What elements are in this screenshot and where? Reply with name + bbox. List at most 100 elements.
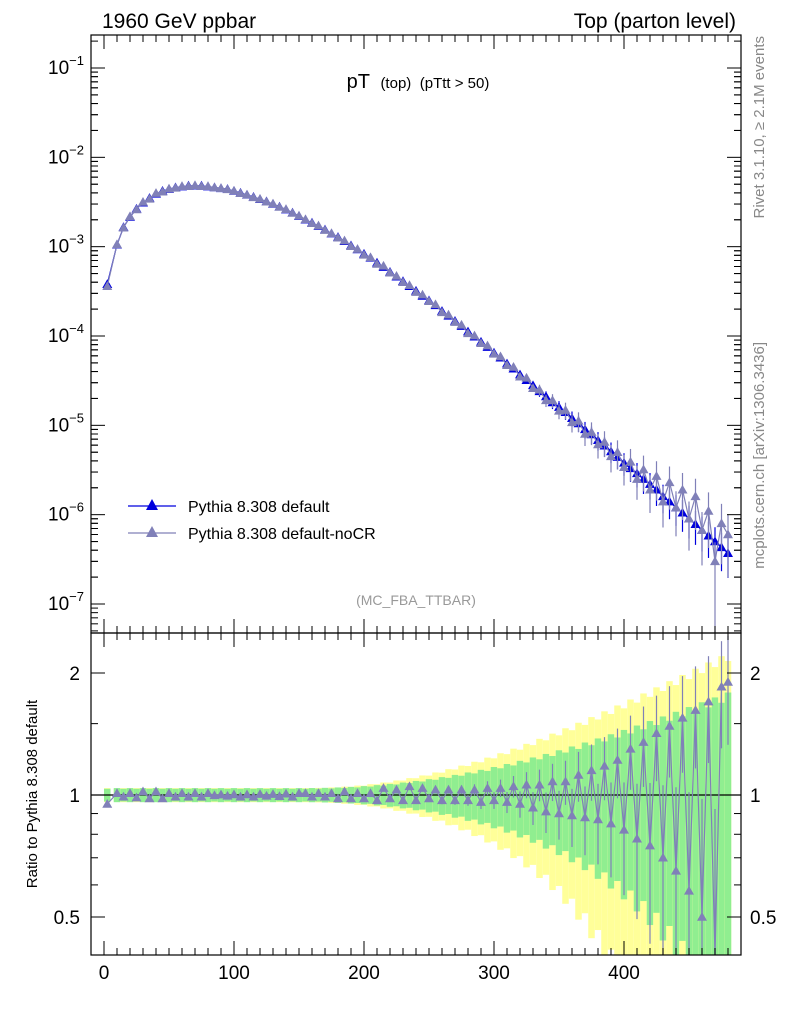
ratio-data-point — [528, 802, 538, 812]
data-point-nocr — [710, 556, 720, 566]
ratio-data-point — [281, 788, 291, 798]
main-panel: 10−7 10−6 10−5 10−4 10−3 10−2 10−1 pT (top) (p… — [48, 34, 742, 634]
data-point-nocr — [102, 281, 113, 291]
data-point-nocr — [391, 270, 402, 280]
uncertainty-band-green — [588, 745, 595, 865]
ratio-data-point — [664, 720, 675, 730]
data-point-nocr — [281, 204, 291, 214]
uncertainty-band-green — [497, 768, 504, 827]
ratio-y-axis-label: Ratio to Pythia 8.308 default — [24, 699, 41, 888]
ratio-data-point — [651, 728, 662, 738]
data-point-nocr — [437, 307, 447, 317]
uncertainty-band-green — [601, 741, 608, 873]
data-point-nocr — [287, 208, 298, 217]
main-x-ticks — [90, 35, 729, 633]
ratio-data-point — [690, 705, 701, 714]
data-point-nocr — [417, 289, 428, 299]
ratio-data-point — [339, 786, 350, 796]
ratio-data-point — [586, 765, 597, 775]
data-point-nocr — [326, 228, 337, 238]
ratio-data-point — [619, 824, 629, 834]
main-marks — [102, 180, 733, 633]
main-y-ticks: 10−7 10−6 10−5 10−4 10−3 10−2 10−1 — [48, 40, 741, 632]
ratio-x-ticks: 0 100 200 300 400 — [90, 633, 729, 984]
main-y-tick-label: 10−5 — [48, 410, 84, 436]
data-point-nocr — [443, 309, 454, 319]
ratio-data-point — [378, 783, 389, 792]
data-point-nocr — [300, 214, 311, 224]
uncertainty-band-green — [679, 716, 686, 941]
ratio-data-point — [255, 789, 265, 798]
ratio-data-point — [307, 791, 317, 801]
ratio-data-point — [118, 791, 129, 801]
ratio-data-point — [300, 788, 311, 797]
data-point-nocr — [352, 244, 363, 253]
ratio-data-point — [235, 791, 246, 801]
data-point-nocr — [619, 462, 629, 471]
data-point-nocr — [222, 184, 233, 194]
ratio-data-point — [274, 791, 285, 800]
data-point-nocr — [320, 225, 330, 234]
ratio-data-point — [606, 818, 616, 828]
ratio-data-point — [359, 793, 369, 803]
data-point-nocr — [131, 204, 142, 214]
uncertainty-band-green — [575, 748, 582, 858]
data-point-nocr — [671, 502, 681, 512]
main-y-tick-label: 10−3 — [48, 232, 84, 258]
uncertainty-band-green — [718, 702, 725, 955]
ratio-data-point — [502, 797, 512, 806]
ratio-data-point — [157, 793, 168, 803]
ratio-data-point — [547, 776, 558, 786]
ratio-data-point — [183, 791, 194, 801]
data-point-nocr — [333, 232, 343, 242]
data-point-nocr — [248, 192, 259, 202]
data-point-nocr — [378, 260, 389, 270]
uncertainty-band-green — [705, 707, 712, 955]
data-point-nocr — [261, 196, 272, 206]
ratio-y-tick-label-right: 0.5 — [750, 908, 776, 929]
data-point-nocr — [235, 188, 246, 198]
ratio-data-point — [443, 784, 454, 794]
data-point-nocr — [547, 395, 558, 405]
ratio-data-point — [372, 795, 382, 805]
data-point-nocr — [658, 496, 668, 506]
ratio-data-point — [216, 789, 226, 799]
uncertainty-band-green — [523, 762, 530, 835]
x-tick-label: 100 — [218, 963, 250, 984]
ratio-data-point — [677, 712, 688, 722]
ratio-data-point — [593, 814, 603, 824]
ratio-data-point — [352, 788, 363, 797]
ratio-data-point — [248, 791, 259, 801]
data-point-nocr — [411, 287, 421, 296]
ratio-data-point — [190, 788, 200, 797]
ratio-data-point — [170, 791, 181, 801]
ratio-data-point — [723, 677, 733, 686]
data-point-nocr — [216, 183, 226, 192]
data-point-nocr — [716, 518, 727, 528]
data-point-nocr — [430, 299, 441, 309]
ratio-data-point — [287, 791, 298, 801]
ratio-data-point — [385, 793, 395, 803]
ratio-data-point — [560, 776, 571, 786]
mcplots-label: mcplots.cern.ch [arXiv:1306.3436] — [751, 342, 768, 569]
ratio-data-point — [703, 696, 714, 706]
data-point-nocr — [690, 491, 701, 501]
uncertainty-band-green — [653, 725, 660, 913]
ratio-data-point — [625, 743, 636, 753]
data-point-nocr — [372, 258, 382, 268]
data-point-nocr — [196, 181, 207, 190]
data-point-nocr — [346, 241, 356, 251]
ratio-data-point — [456, 784, 467, 794]
ratio-data-point — [131, 792, 142, 802]
data-point-nocr — [612, 447, 623, 456]
ratio-panel: 0.5 0.5 1 1 2 2 0 100 200 300 400 Ratio to Pythia… — [24, 632, 776, 984]
data-point-nocr — [307, 218, 317, 227]
ratio-data-point — [203, 788, 213, 797]
ratio-data-point — [541, 806, 551, 816]
legend-marker-default — [146, 499, 158, 510]
ratio-data-point — [112, 788, 122, 797]
data-point-nocr — [359, 249, 369, 259]
data-point-nocr — [482, 340, 493, 350]
ratio-data-point — [177, 788, 187, 797]
ratio-marks — [102, 635, 733, 956]
